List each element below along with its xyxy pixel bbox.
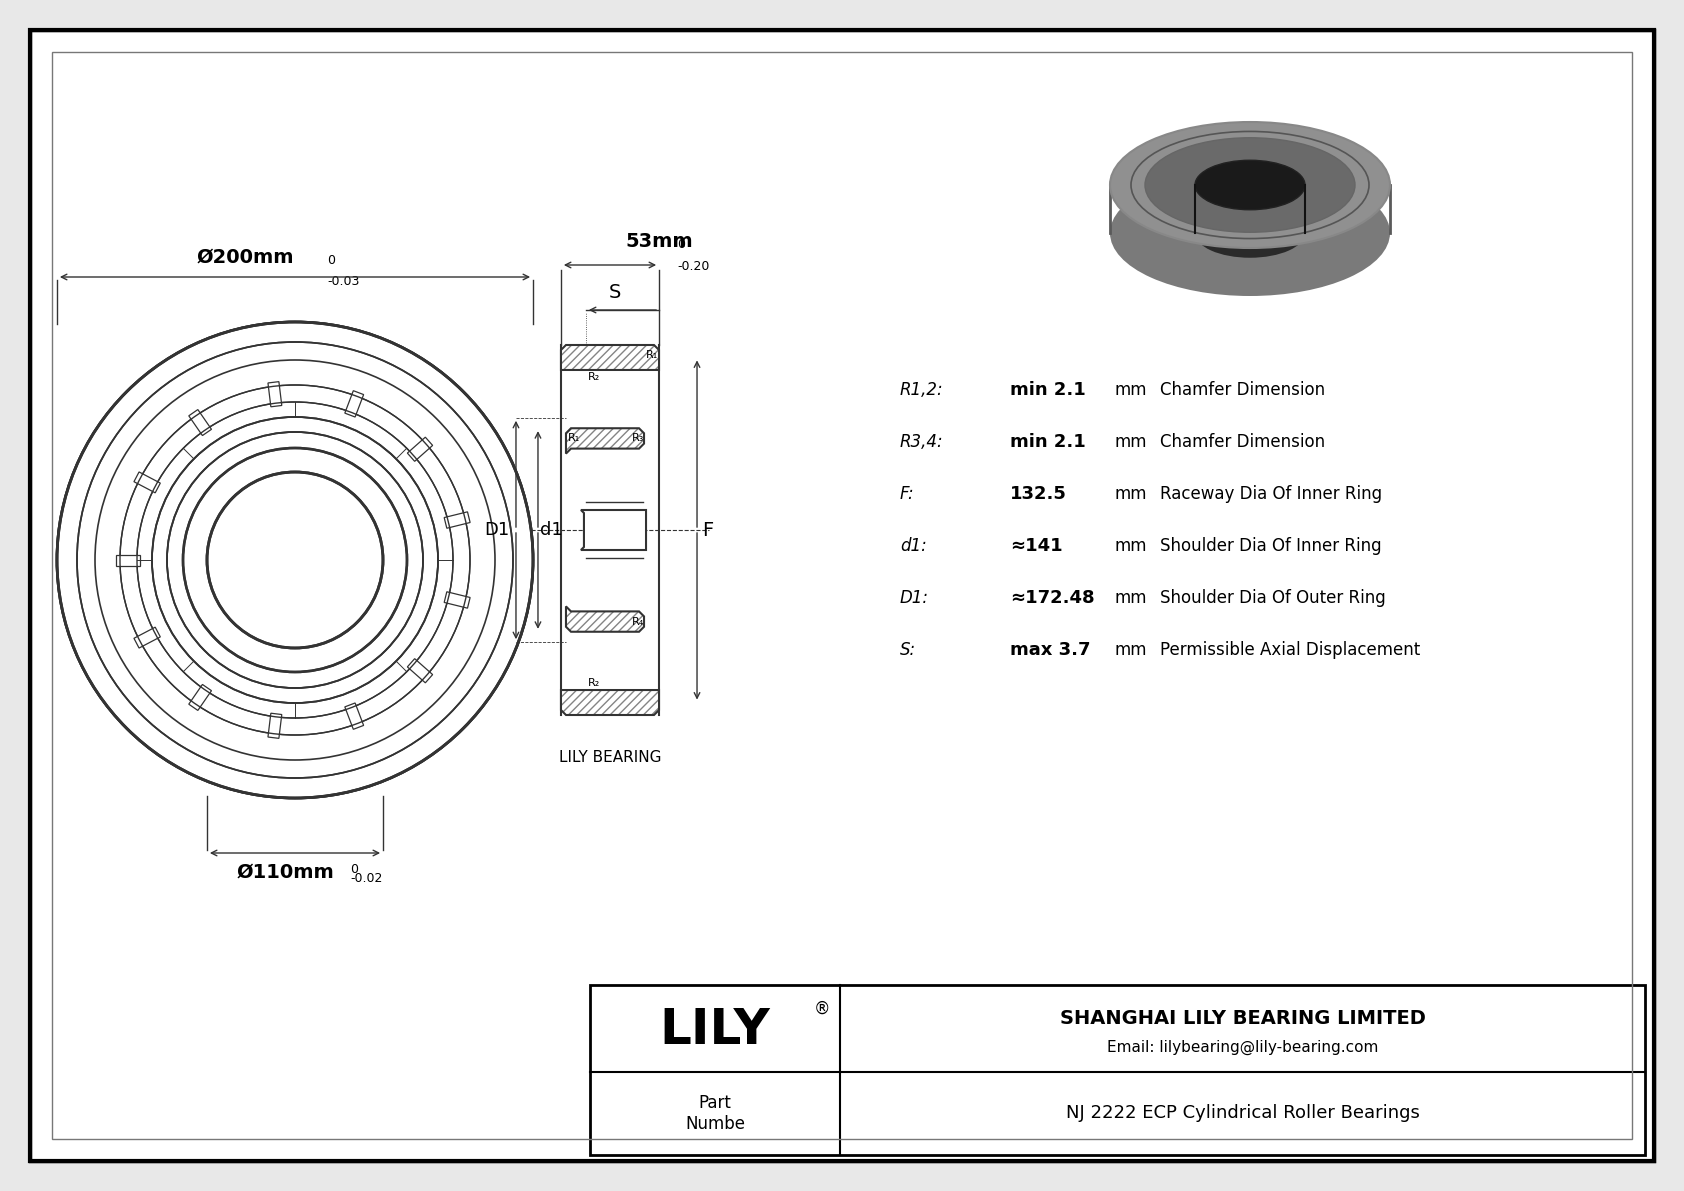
Bar <box>408 659 433 682</box>
Text: Email: lilybearing@lily-bearing.com: Email: lilybearing@lily-bearing.com <box>1106 1040 1378 1055</box>
Text: mm: mm <box>1115 590 1147 607</box>
Text: Ø200mm: Ø200mm <box>197 248 293 267</box>
Text: F:: F: <box>899 485 914 503</box>
Text: R₂: R₂ <box>588 372 600 382</box>
Bar <box>135 472 160 493</box>
Text: 132.5: 132.5 <box>1010 485 1068 503</box>
Text: R1,2:: R1,2: <box>899 381 943 399</box>
Text: R₁: R₁ <box>647 350 658 360</box>
Text: S:: S: <box>899 641 916 659</box>
Bar <box>268 713 281 738</box>
Bar <box>116 555 140 566</box>
Text: Shoulder Dia Of Inner Ring: Shoulder Dia Of Inner Ring <box>1160 537 1381 555</box>
Bar <box>135 628 160 648</box>
Text: D1:: D1: <box>899 590 930 607</box>
Ellipse shape <box>1145 138 1356 232</box>
Text: -0.03: -0.03 <box>327 275 359 288</box>
Text: -0.02: -0.02 <box>350 872 382 885</box>
Text: d1: d1 <box>541 520 562 540</box>
Ellipse shape <box>1196 161 1305 210</box>
Text: min 2.1: min 2.1 <box>1010 381 1086 399</box>
Text: R3,4:: R3,4: <box>899 434 943 451</box>
Ellipse shape <box>57 323 532 797</box>
Text: mm: mm <box>1115 537 1147 555</box>
Text: Chamfer Dimension: Chamfer Dimension <box>1160 381 1325 399</box>
Text: d1:: d1: <box>899 537 926 555</box>
Polygon shape <box>561 690 658 715</box>
Text: S: S <box>608 283 621 303</box>
Text: mm: mm <box>1115 485 1147 503</box>
Text: R₁: R₁ <box>568 434 581 443</box>
Bar <box>445 592 470 609</box>
Text: NJ 2222 ECP Cylindrical Roller Bearings: NJ 2222 ECP Cylindrical Roller Bearings <box>1066 1104 1420 1122</box>
Text: 0: 0 <box>677 238 685 251</box>
Text: Ø110mm: Ø110mm <box>236 863 333 883</box>
Bar <box>345 703 364 729</box>
Polygon shape <box>566 606 643 631</box>
Bar <box>268 381 281 407</box>
Polygon shape <box>581 510 647 550</box>
Text: R₄: R₄ <box>632 617 645 626</box>
Text: 53mm: 53mm <box>625 232 692 251</box>
Text: -0.20: -0.20 <box>677 260 709 273</box>
Text: Permissible Axial Displacement: Permissible Axial Displacement <box>1160 641 1420 659</box>
Text: SHANGHAI LILY BEARING LIMITED: SHANGHAI LILY BEARING LIMITED <box>1059 1009 1425 1028</box>
Text: Raceway Dia Of Inner Ring: Raceway Dia Of Inner Ring <box>1160 485 1383 503</box>
Text: LILY: LILY <box>660 1006 770 1054</box>
Bar <box>408 437 433 461</box>
Ellipse shape <box>1110 170 1389 297</box>
Bar <box>189 410 212 436</box>
Bar <box>445 512 470 529</box>
Text: F: F <box>702 520 714 540</box>
Text: D1: D1 <box>485 520 510 540</box>
Text: ≈172.48: ≈172.48 <box>1010 590 1095 607</box>
Text: Chamfer Dimension: Chamfer Dimension <box>1160 434 1325 451</box>
Text: mm: mm <box>1115 641 1147 659</box>
Text: R₃: R₃ <box>632 434 645 443</box>
Bar <box>589 985 1645 1155</box>
Text: 0: 0 <box>350 863 359 877</box>
Text: Shoulder Dia Of Outer Ring: Shoulder Dia Of Outer Ring <box>1160 590 1386 607</box>
Text: max 3.7: max 3.7 <box>1010 641 1091 659</box>
Text: 0: 0 <box>327 254 335 267</box>
Ellipse shape <box>57 322 534 798</box>
Polygon shape <box>561 345 658 370</box>
Text: min 2.1: min 2.1 <box>1010 434 1086 451</box>
Ellipse shape <box>1196 208 1305 257</box>
Ellipse shape <box>1110 121 1389 248</box>
Polygon shape <box>566 429 643 454</box>
Text: LILY BEARING: LILY BEARING <box>559 750 662 765</box>
Bar <box>189 685 212 711</box>
Text: R₂: R₂ <box>588 678 600 688</box>
Text: Part
Numbe: Part Numbe <box>685 1095 744 1133</box>
Bar <box>345 391 364 417</box>
Text: mm: mm <box>1115 434 1147 451</box>
Text: ®: ® <box>813 999 830 1017</box>
Text: ≈141: ≈141 <box>1010 537 1063 555</box>
Text: mm: mm <box>1115 381 1147 399</box>
